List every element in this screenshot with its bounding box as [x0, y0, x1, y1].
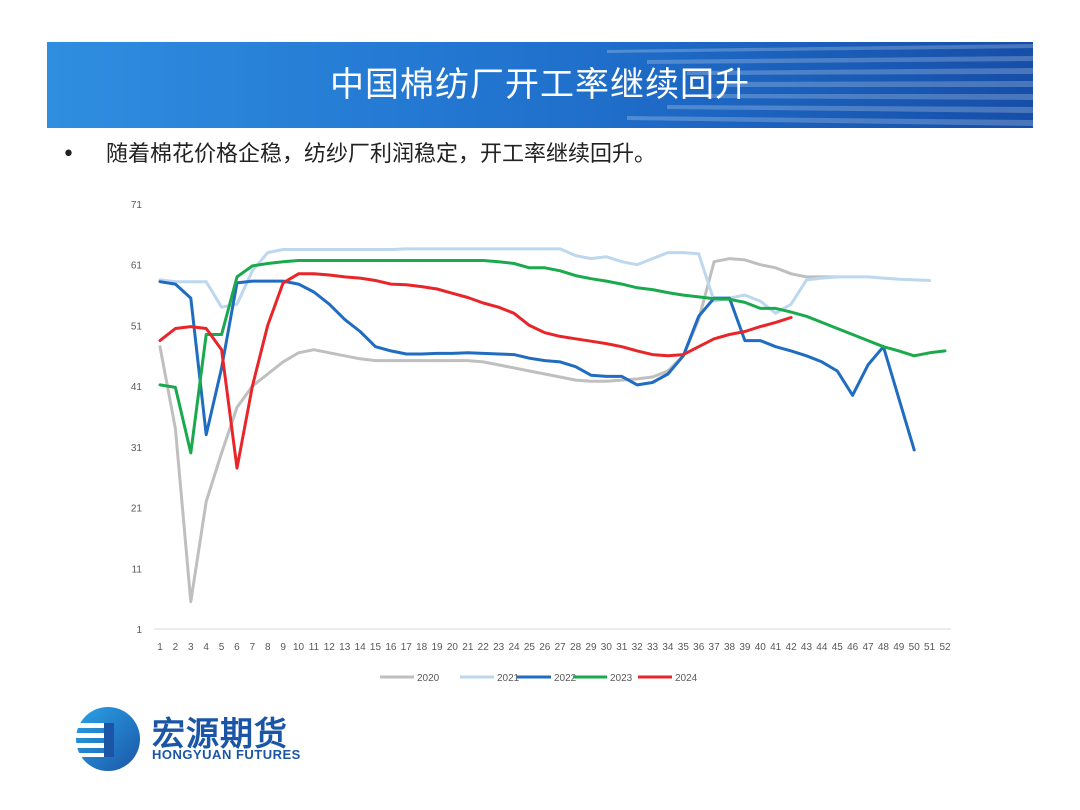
x-tick-label: 23	[493, 642, 505, 653]
title-banner: 中国棉纺厂开工率继续回升	[47, 42, 1033, 128]
x-tick-label: 32	[632, 642, 644, 653]
logo-name-cn: 宏源期货	[152, 714, 288, 753]
bullet-marker: •	[62, 142, 75, 167]
x-tick-label: 40	[755, 642, 767, 653]
x-tick-label: 1	[157, 642, 163, 653]
x-tick-label: 18	[416, 642, 428, 653]
series-line-2024	[158, 272, 793, 470]
y-tick-label: 11	[132, 564, 143, 575]
x-tick-label: 41	[770, 642, 782, 653]
legend-label-2023: 2023	[610, 673, 633, 684]
y-tick-label: 31	[131, 443, 143, 454]
x-tick-label: 10	[293, 642, 305, 653]
x-tick-label: 19	[431, 642, 443, 653]
logo-name-en: HONGYUAN FUTURES	[152, 747, 301, 762]
x-tick-label: 33	[647, 642, 659, 653]
x-tick-label: 13	[339, 642, 351, 653]
x-tick-label: 14	[355, 642, 367, 653]
x-tick-label: 29	[585, 642, 597, 653]
y-tick-label: 21	[131, 504, 143, 515]
x-tick-label: 16	[385, 642, 397, 653]
legend-label-2021: 2021	[497, 673, 520, 684]
x-tick-label: 43	[801, 642, 813, 653]
x-tick-label: 35	[678, 642, 690, 653]
x-tick-label: 49	[893, 642, 905, 653]
x-tick-label: 37	[709, 642, 721, 653]
company-logo: 宏源期货 HONGYUAN FUTURES	[74, 703, 334, 775]
x-tick-label: 25	[524, 642, 536, 653]
x-tick-label: 4	[203, 642, 209, 653]
x-tick-label: 47	[862, 642, 874, 653]
x-tick-label: 8	[265, 642, 271, 653]
x-tick-label: 12	[324, 642, 336, 653]
y-tick-label: 1	[136, 625, 142, 636]
logo-emblem-icon	[74, 707, 140, 771]
x-tick-label: 48	[878, 642, 890, 653]
y-tick-label: 61	[131, 261, 143, 272]
series-line-2020	[158, 257, 839, 604]
x-tick-label: 50	[909, 642, 921, 653]
x-tick-label: 36	[693, 642, 705, 653]
x-tick-label: 20	[447, 642, 459, 653]
x-tick-label: 46	[847, 642, 859, 653]
x-tick-label: 38	[724, 642, 736, 653]
x-tick-label: 31	[616, 642, 628, 653]
x-tick-label: 5	[219, 642, 225, 653]
legend-label-2022: 2022	[554, 673, 577, 684]
x-tick-label: 11	[309, 642, 320, 653]
legend-label-2024: 2024	[675, 673, 698, 684]
x-tick-label: 7	[250, 642, 256, 653]
x-tick-label: 15	[370, 642, 382, 653]
y-tick-label: 41	[131, 382, 143, 393]
y-tick-label: 51	[131, 321, 143, 332]
x-tick-label: 39	[739, 642, 751, 653]
x-tick-label: 26	[539, 642, 551, 653]
x-tick-label: 27	[555, 642, 567, 653]
series-line-2021	[158, 247, 932, 315]
x-tick-label: 30	[601, 642, 613, 653]
x-tick-label: 28	[570, 642, 582, 653]
y-tick-label: 71	[131, 200, 143, 211]
bullet-text: 随着棉花价格企稳，纺纱厂利润稳定，开工率继续回升。	[106, 142, 657, 167]
x-tick-label: 52	[939, 642, 951, 653]
page-title: 中国棉纺厂开工率继续回升	[330, 65, 750, 105]
x-tick-label: 34	[662, 642, 674, 653]
series-line-2023	[158, 259, 947, 455]
x-tick-label: 24	[508, 642, 520, 653]
x-tick-label: 45	[832, 642, 844, 653]
x-tick-label: 42	[786, 642, 798, 653]
x-tick-label: 3	[188, 642, 194, 653]
banner-stripes-decoration	[607, 44, 1033, 126]
x-tick-label: 17	[401, 642, 413, 653]
x-tick-label: 2	[173, 642, 179, 653]
x-tick-label: 44	[816, 642, 828, 653]
x-tick-label: 22	[478, 642, 490, 653]
x-tick-label: 9	[280, 642, 286, 653]
legend-label-2020: 2020	[417, 673, 440, 684]
x-tick-label: 6	[234, 642, 240, 653]
x-tick-label: 51	[924, 642, 936, 653]
x-tick-label: 21	[462, 642, 474, 653]
